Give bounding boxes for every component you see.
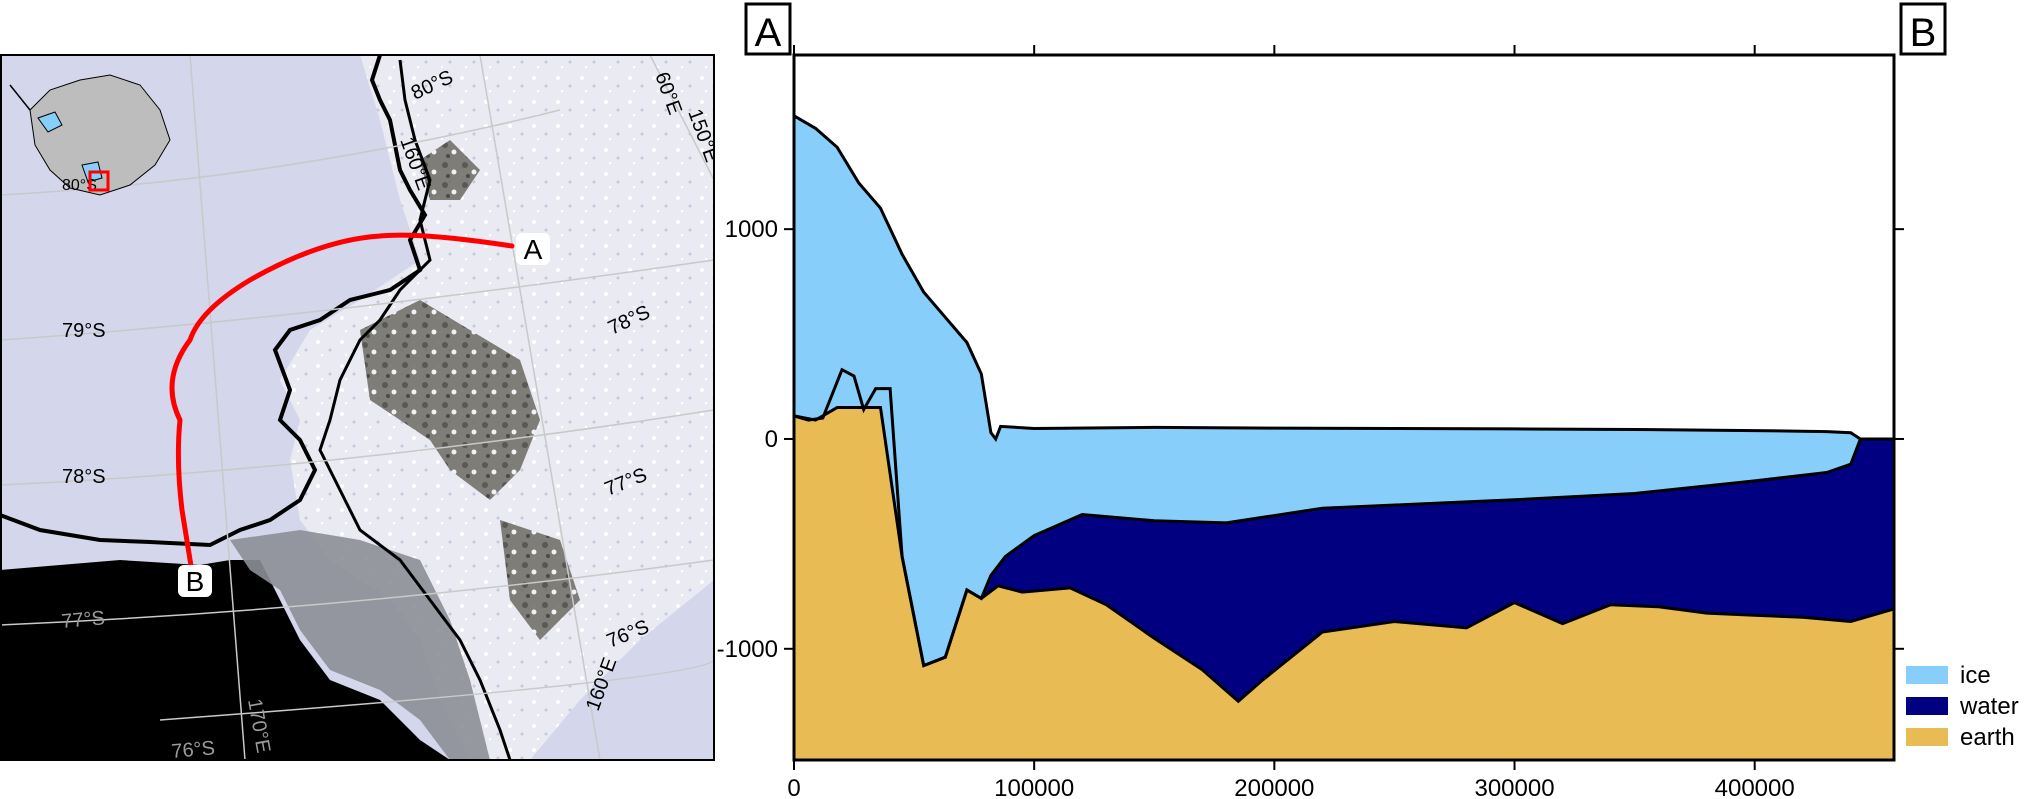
map-panel: 79°S 78°S 77°S 76°S 80°S 78°S 77°S 76°S …	[0, 55, 714, 763]
endpoint-label-a-text: A	[755, 11, 782, 55]
endpoint-label-b: B	[1899, 2, 1947, 56]
inset-ice-shelf-west	[37, 111, 63, 133]
series-area-water	[794, 369, 1894, 702]
graticule-label-lat: 77°S	[61, 607, 106, 633]
ice-base-outline	[793, 406, 1894, 668]
sea-ice-area	[230, 530, 490, 760]
map-frame	[0, 54, 715, 761]
grounding-line	[318, 59, 512, 760]
coastline	[0, 55, 428, 548]
x-tick-label: 400000	[1715, 775, 1795, 799]
graticule-label-lat: 79°S	[62, 320, 106, 342]
x-tick-label: 0	[787, 775, 800, 799]
rock-outcrops	[360, 140, 580, 640]
inset-location-box	[88, 170, 110, 192]
series-area-earth	[794, 369, 1894, 760]
x-tick-label: 300000	[1474, 775, 1554, 799]
legend-label-ice: ice	[1960, 662, 1991, 689]
legend-swatch-water	[1906, 697, 1948, 715]
x-tick-label: 200000	[1234, 775, 1314, 799]
x-axis: 0 100000 200000 300000 400000	[787, 45, 1795, 799]
endpoint-label-a: A	[744, 2, 792, 56]
endpoint-label-b-text: B	[1910, 11, 1937, 55]
inset-peninsula	[9, 84, 31, 111]
route-label-b: B	[178, 565, 212, 597]
graticule-label-lat: 78°S	[62, 466, 106, 488]
chart-frame	[792, 53, 1896, 762]
surface-outline	[793, 114, 1894, 443]
inset-land	[29, 74, 171, 196]
y-tick-label: 0	[765, 426, 778, 453]
legend: ice water earth	[1906, 662, 2019, 751]
legend-label-water: water	[1959, 693, 2019, 720]
route-label-b-text: B	[186, 566, 205, 597]
legend-label-earth: earth	[1960, 724, 2015, 751]
legend-swatch-earth	[1906, 728, 1948, 746]
profile-chart: 0 100000 200000 300000 400000 -1000 0 1000 A B…	[717, 2, 2019, 799]
x-tick-label: 100000	[994, 775, 1074, 799]
legend-swatch-ice	[1906, 666, 1948, 684]
ocean-area	[0, 560, 450, 760]
graticule-label-lat: 76°S	[171, 737, 216, 763]
route-label-a-text: A	[524, 234, 543, 265]
y-tick-label: -1000	[717, 636, 778, 663]
y-tick-label: 1000	[725, 216, 778, 243]
profile-route-line	[169, 232, 515, 575]
antarctica-inset: 80°S	[9, 74, 171, 196]
y-axis: -1000 0 1000	[717, 216, 1904, 663]
bed-outline	[793, 367, 1895, 704]
route-label-a: A	[516, 233, 550, 265]
inset-graticule-label: 80°S	[62, 177, 97, 194]
